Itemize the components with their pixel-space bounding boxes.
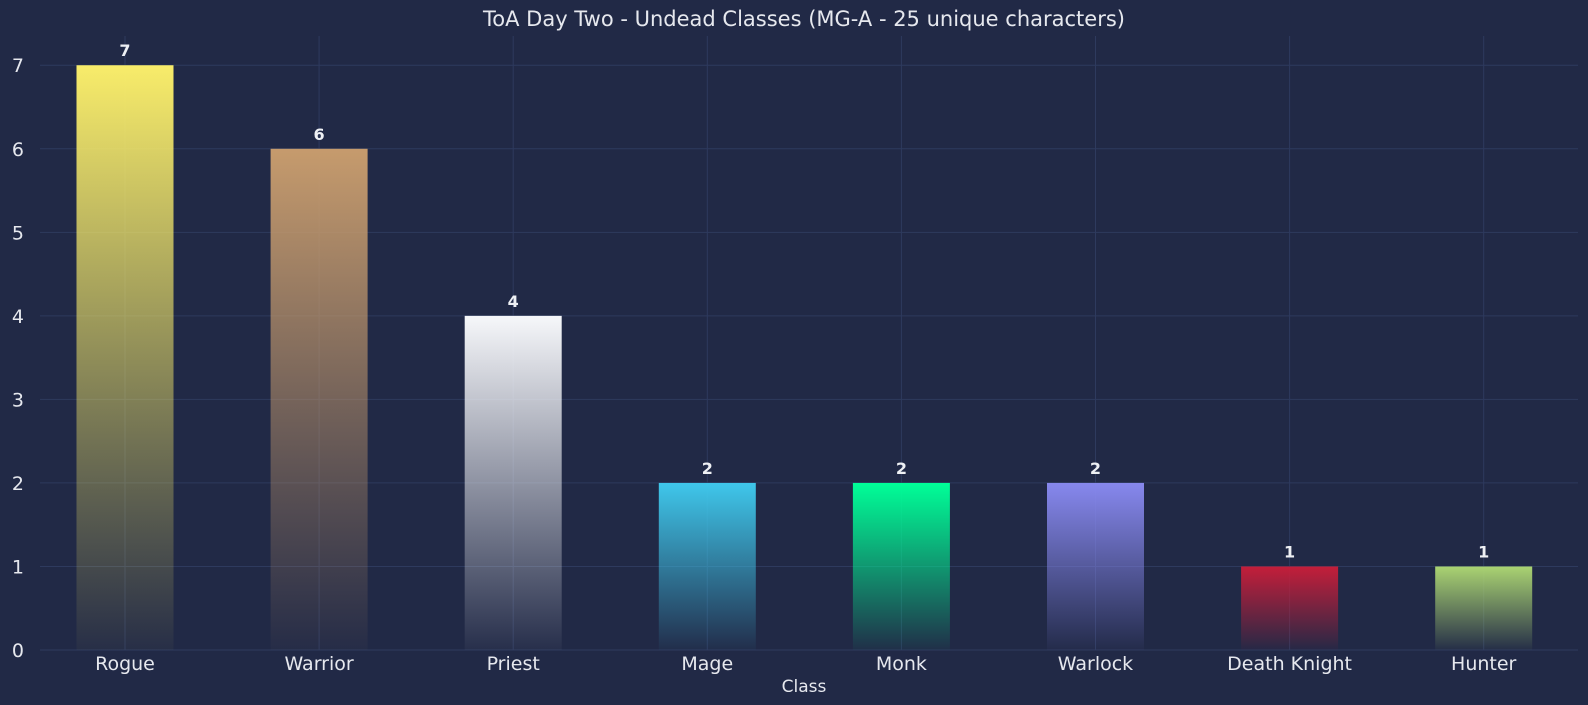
bar-value-label: 4 xyxy=(508,292,519,311)
data-labels: 7 6 4 2 2 2 1 1 xyxy=(119,41,1489,561)
y-tick-label: 5 xyxy=(12,222,24,244)
y-tick-label: 3 xyxy=(12,389,24,411)
bar-value-label: 6 xyxy=(314,125,325,144)
bar-value-label: 2 xyxy=(1090,459,1101,478)
y-tick-label: 2 xyxy=(12,473,24,495)
bar-mage xyxy=(658,482,756,650)
bar-hunter xyxy=(1435,566,1533,650)
x-tick-label: Death Knight xyxy=(1227,653,1352,675)
bar-priest xyxy=(464,315,562,650)
y-tick-label: 4 xyxy=(12,306,24,328)
bar-value-label: 7 xyxy=(119,41,130,60)
bar-value-label: 2 xyxy=(702,459,713,478)
x-axis-ticks: Rogue Warrior Priest Mage Monk Warlock Death K… xyxy=(95,653,1516,675)
y-tick-label: 0 xyxy=(12,640,24,662)
bar-death-knight xyxy=(1241,566,1339,650)
bar-value-label: 1 xyxy=(1478,542,1489,561)
x-tick-label: Warrior xyxy=(284,653,353,675)
chart-title: ToA Day Two - Undead Classes (MG-A - 25 … xyxy=(482,7,1125,31)
x-tick-label: Monk xyxy=(876,653,927,675)
y-tick-label: 1 xyxy=(12,556,24,578)
bar-warrior xyxy=(270,148,368,650)
bar-value-label: 1 xyxy=(1284,542,1295,561)
x-tick-label: Mage xyxy=(681,653,733,675)
bar-value-label: 2 xyxy=(896,459,907,478)
bar-rogue xyxy=(76,65,174,650)
bar-warlock xyxy=(1047,482,1144,650)
bar-monk xyxy=(852,482,950,650)
y-tick-label: 6 xyxy=(12,139,24,161)
x-tick-label: Hunter xyxy=(1451,653,1517,675)
x-axis-label: Class xyxy=(782,677,827,697)
bars xyxy=(76,65,1533,650)
x-tick-label: Warlock xyxy=(1058,653,1133,675)
y-axis-ticks: 0 1 2 3 4 5 6 7 xyxy=(12,55,24,662)
x-tick-label: Priest xyxy=(487,653,540,675)
y-tick-label: 7 xyxy=(12,55,24,77)
x-tick-label: Rogue xyxy=(95,653,155,675)
